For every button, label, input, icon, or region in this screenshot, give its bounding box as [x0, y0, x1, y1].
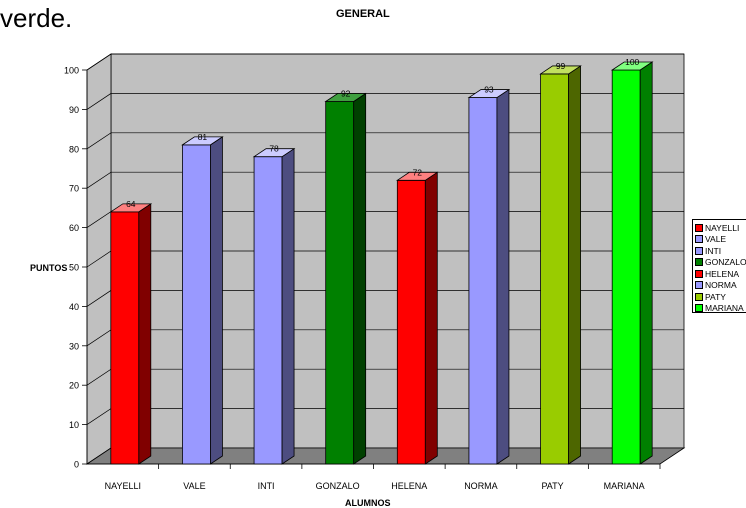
y-tick-label: 50 — [69, 263, 79, 273]
bar-side — [639, 61, 653, 465]
legend-swatch — [695, 292, 703, 301]
bar-top — [395, 171, 439, 181]
gridline — [86, 53, 684, 71]
legend-label: HELENA — [705, 268, 740, 279]
y-tick-label: 90 — [69, 105, 79, 115]
legend-item: PATY — [695, 291, 746, 303]
bar-top — [467, 89, 511, 98]
x-tick-label: MARIANA — [604, 481, 645, 491]
x-tick-label: PATY — [541, 481, 563, 491]
bar-top — [610, 61, 654, 71]
y-tick-label: 10 — [69, 420, 79, 430]
chart-title: GENERAL — [336, 8, 390, 20]
data-label: 92 — [341, 89, 351, 99]
y-axis-label: PUNTOS — [30, 263, 68, 273]
legend-swatch — [695, 235, 703, 244]
data-label: 64 — [126, 199, 136, 209]
chart-legend: NAYELLI VALE INTI GONZALO HELENA NORMA PATY MAR… — [692, 219, 746, 313]
legend-label: INTI — [705, 245, 722, 256]
y-tick-label: 20 — [69, 381, 79, 391]
bar-side — [210, 136, 223, 465]
legend-label: VALE — [705, 234, 727, 245]
data-label: 81 — [198, 132, 208, 142]
bar-side — [138, 203, 152, 465]
data-label: 78 — [269, 144, 279, 154]
legend-label: NORMA — [705, 280, 737, 291]
legend-item: HELENA — [695, 268, 746, 280]
legend-swatch — [695, 269, 703, 278]
legend-item: VALE — [695, 234, 746, 246]
bar-nayelli — [110, 211, 140, 465]
x-axis-label: ALUMNOS — [345, 498, 391, 508]
legend-item: GONZALO — [695, 257, 746, 269]
legend-swatch — [695, 223, 703, 232]
bar-side — [281, 147, 295, 465]
bar-helena — [396, 179, 426, 465]
data-label: 99 — [556, 61, 566, 71]
bar-top — [252, 148, 296, 158]
bar-side — [496, 88, 510, 465]
bar-side — [353, 92, 367, 465]
bar-top — [539, 65, 582, 75]
y-tick-label: 40 — [69, 302, 79, 312]
legend-item: INTI — [695, 245, 746, 257]
y-tick-label: 60 — [69, 223, 79, 233]
x-tick-label: INTI — [258, 481, 275, 491]
legend-swatch — [695, 281, 703, 290]
legend-item: NAYELLI — [695, 222, 746, 234]
bar-top — [324, 93, 368, 102]
legend-label: MARIANA — [705, 303, 744, 313]
legend-label: PATY — [705, 291, 726, 302]
legend-item: NORMA — [695, 280, 746, 292]
y-tick-label: 0 — [74, 460, 79, 470]
bar-vale — [182, 144, 211, 465]
bar-inti — [253, 156, 283, 465]
bar-top — [181, 136, 224, 146]
data-label: 100 — [625, 57, 639, 67]
data-label: 72 — [413, 167, 423, 177]
bar-gonzalo — [325, 101, 355, 465]
bar-mariana — [611, 69, 641, 465]
y-tick-label: 100 — [64, 66, 79, 76]
bar-side — [424, 171, 438, 465]
bar-norma — [468, 97, 498, 465]
bar-paty — [540, 73, 569, 465]
chart-floor — [85, 447, 686, 465]
x-tick-label: HELENA — [391, 481, 427, 491]
x-tick-label: VALE — [183, 481, 205, 491]
page-text-fragment: verde. — [0, 3, 73, 33]
legend-swatch — [695, 246, 703, 255]
legend-swatch — [695, 258, 703, 267]
x-tick-label: NORMA — [464, 481, 498, 491]
data-label: 93 — [484, 85, 494, 95]
legend-label: NAYELLI — [705, 222, 740, 233]
legend-label: GONZALO — [705, 257, 746, 268]
x-tick-label: NAYELLI — [105, 481, 141, 491]
y-tick-label: 80 — [69, 144, 79, 154]
y-tick-label: 70 — [69, 184, 79, 194]
bar-side — [568, 65, 581, 465]
y-tick-label: 30 — [69, 341, 79, 351]
bar-top — [109, 203, 153, 213]
legend-swatch — [695, 304, 703, 312]
legend-item: MARIANA — [695, 303, 746, 313]
x-tick-label: GONZALO — [316, 481, 360, 491]
